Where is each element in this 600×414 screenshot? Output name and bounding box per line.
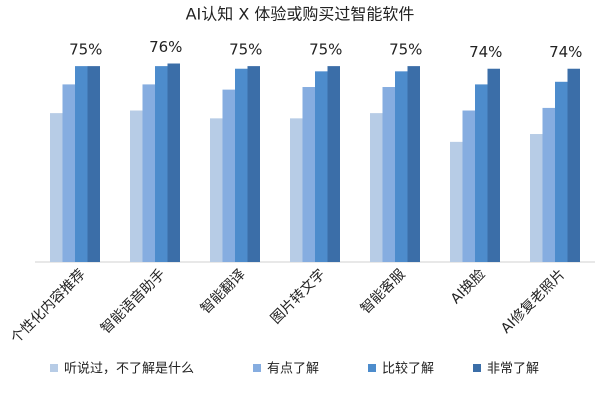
legend-swatch (253, 364, 261, 372)
bar (555, 81, 568, 262)
value-label: 75% (229, 41, 262, 59)
bar (290, 118, 303, 263)
bar (315, 71, 328, 262)
bar (235, 68, 248, 263)
bar (167, 63, 180, 262)
x-tick-label: 智能语音助手 (97, 266, 168, 337)
bar (382, 87, 395, 262)
value-label: 74% (469, 43, 502, 61)
x-tick-label: 智能翻译 (198, 266, 249, 317)
bar (155, 66, 168, 262)
legend-label: 比较了解 (382, 362, 434, 377)
bar (370, 113, 383, 262)
chart-title: AI认知 X 体验或购买过智能软件 (186, 5, 415, 24)
legend-swatch (473, 364, 481, 372)
bar (450, 141, 463, 262)
bar (567, 68, 580, 263)
bar (142, 84, 155, 263)
bar (530, 134, 543, 262)
bar (222, 89, 235, 262)
bar (50, 113, 63, 262)
x-tick-label: AI换脸 (447, 266, 489, 308)
bar (302, 87, 315, 262)
legend-swatch (50, 364, 58, 372)
bar (395, 71, 408, 262)
x-tick-label: 图片转文字 (268, 266, 329, 327)
bar (475, 84, 488, 263)
bar (75, 66, 88, 262)
bar (247, 66, 260, 262)
bar (462, 110, 475, 263)
value-label: 75% (389, 41, 422, 59)
value-label: 76% (149, 38, 182, 56)
x-tick-label: 个性化内容推荐 (7, 266, 88, 347)
legend-swatch (368, 364, 376, 372)
bar (542, 107, 555, 262)
bar (130, 110, 143, 263)
bar (487, 68, 500, 263)
bar (87, 66, 100, 262)
legend-label: 非常了解 (487, 362, 539, 377)
legend-label: 有点了解 (267, 362, 319, 377)
value-label: 75% (309, 41, 342, 59)
value-label: 74% (549, 43, 582, 61)
value-label: 75% (69, 41, 102, 59)
bar (210, 118, 223, 263)
bar (407, 66, 420, 262)
x-tick-label: AI修复老照片 (497, 266, 568, 337)
bar (327, 66, 340, 262)
x-tick-label: 智能客服 (357, 266, 409, 318)
bar (62, 84, 75, 263)
legend-label: 听说过，不了解是什么 (64, 362, 194, 377)
